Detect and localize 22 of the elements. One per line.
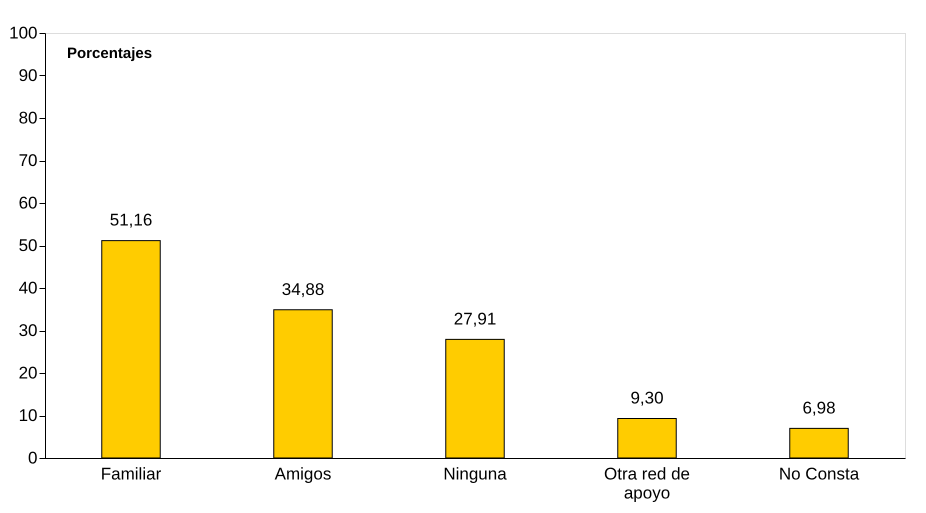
x-tick-label: Familiar xyxy=(100,464,162,484)
y-tick-label: 20 xyxy=(18,364,38,382)
y-tick-label: 100 xyxy=(9,24,38,42)
data-label: 34,88 xyxy=(282,280,324,299)
y-tick-label: 0 xyxy=(28,448,38,468)
data-label: 51,16 xyxy=(110,210,152,230)
y-tick-label: 60 xyxy=(18,194,38,212)
y-tick-label: 40 xyxy=(18,278,38,298)
y-tick-label: 80 xyxy=(18,108,38,128)
x-tick-label: Otra red de apoyo xyxy=(604,464,690,502)
text: Porcentajes xyxy=(67,45,152,62)
x-tick-label: No Consta xyxy=(778,464,860,484)
data-label: 6,98 xyxy=(802,398,836,418)
data-label: 27,91 xyxy=(454,309,496,328)
y-tick-label: 50 xyxy=(18,236,38,255)
data-label: 9,30 xyxy=(630,388,664,408)
y-tick-label: 70 xyxy=(18,151,38,170)
x-tick-label: Ninguna xyxy=(443,464,508,484)
y-tick-label: 30 xyxy=(18,321,38,340)
x-tick-label: Amigos xyxy=(274,464,332,484)
y-tick-label: 10 xyxy=(18,406,38,425)
y-tick-label: 90 xyxy=(18,66,38,85)
